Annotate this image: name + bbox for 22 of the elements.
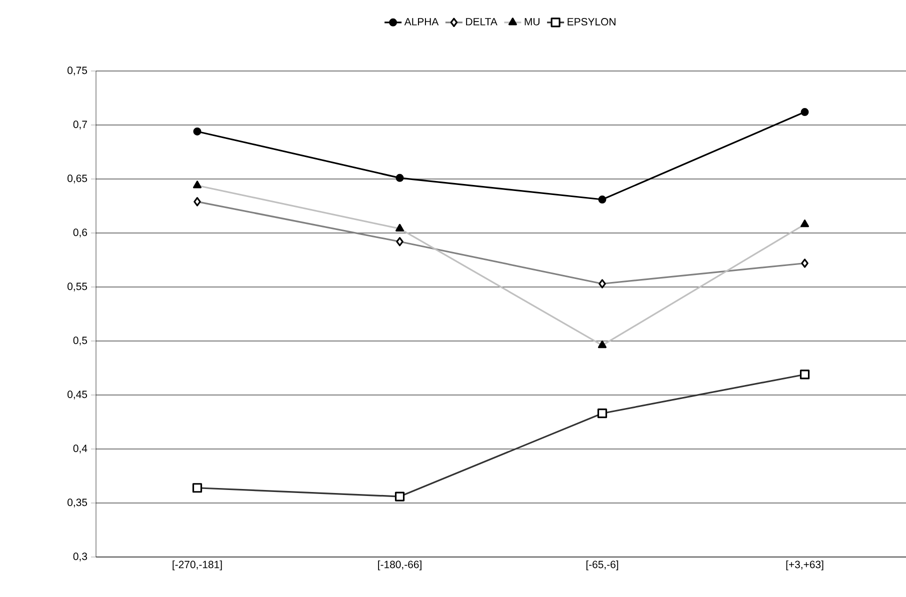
x-tick-label: [-65,-6] bbox=[586, 560, 618, 570]
point bbox=[193, 127, 202, 136]
legend-label: MU bbox=[524, 18, 540, 26]
y-tick-label: 0,75 bbox=[68, 66, 88, 76]
y-tick-label: 0,65 bbox=[68, 174, 88, 184]
x-tick-label: [+3,+63] bbox=[786, 560, 824, 570]
y-tick-label: 0,55 bbox=[68, 282, 88, 292]
x-tick-label: [-270,-181] bbox=[172, 560, 222, 570]
y-tick-label: 0,3 bbox=[73, 552, 88, 562]
y-tick-label: 0,45 bbox=[68, 390, 88, 400]
legend-label: DELTA bbox=[466, 18, 498, 26]
y-tick-label: 0,7 bbox=[73, 120, 87, 130]
point bbox=[800, 108, 809, 116]
x-tick-label: [-180,-66] bbox=[378, 560, 422, 570]
y-tick-label: 0,4 bbox=[73, 444, 88, 454]
y-tick-label: 0,6 bbox=[73, 228, 88, 238]
legend-label: ALPHA bbox=[404, 18, 439, 26]
point bbox=[396, 174, 404, 182]
legend-label: EPSYLON bbox=[568, 18, 616, 26]
y-tick-label: 0,5 bbox=[73, 336, 88, 346]
point bbox=[598, 196, 606, 204]
y-tick-label: 0,35 bbox=[68, 498, 88, 508]
